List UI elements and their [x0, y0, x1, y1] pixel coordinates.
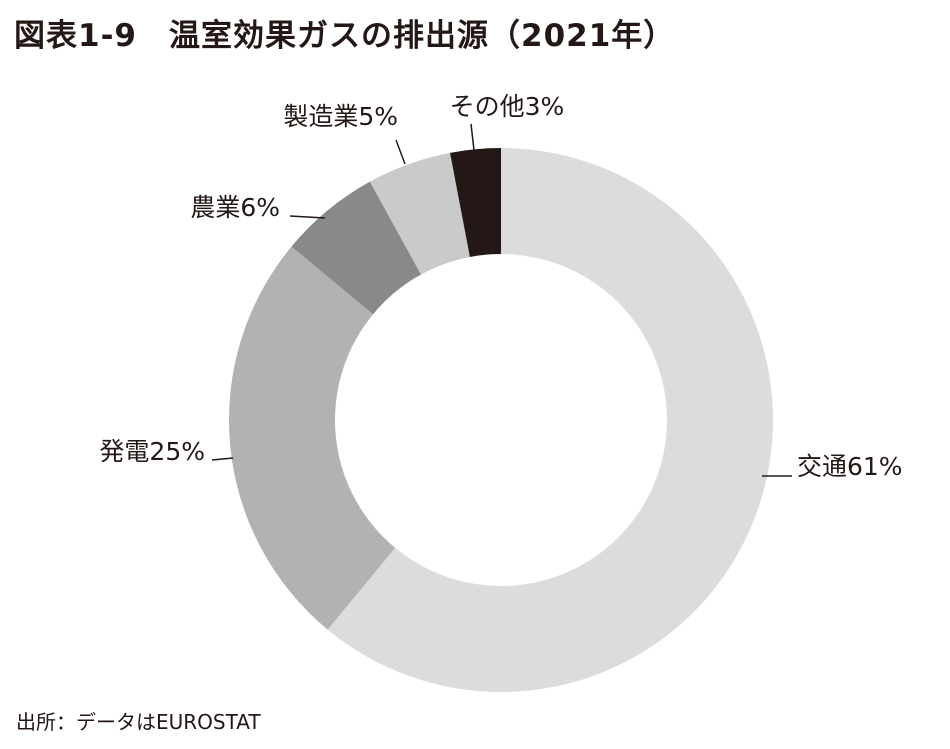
leader-line-agriculture [289, 215, 326, 219]
source-note: 出所：データはEUROSTAT [16, 710, 261, 734]
slice-label-other: その他3% [450, 92, 565, 121]
slice-other [450, 148, 501, 257]
slice-power [229, 246, 396, 630]
slice-agriculture [291, 181, 422, 315]
slice-label-transport: 交通61% [797, 452, 903, 481]
slice-label-agriculture: 農業6% [190, 193, 280, 222]
leader-line-manufacturing [395, 139, 406, 165]
slice-labels-group: 交通61% 発電25% 農業6% 製造業5% その他3% [99, 92, 902, 481]
chart-title: 図表1-9 温室効果ガスの排出源（2021年） [14, 18, 676, 54]
slice-manufacturing [369, 152, 470, 275]
leader-line-power [211, 457, 234, 461]
slice-label-power: 発電25% [99, 437, 205, 466]
leader-lines-group [211, 123, 792, 477]
slice-transport [327, 148, 774, 692]
slice-label-manufacturing: 製造業5% [283, 102, 398, 131]
slices-group [229, 148, 774, 692]
leader-line-other [470, 123, 475, 151]
